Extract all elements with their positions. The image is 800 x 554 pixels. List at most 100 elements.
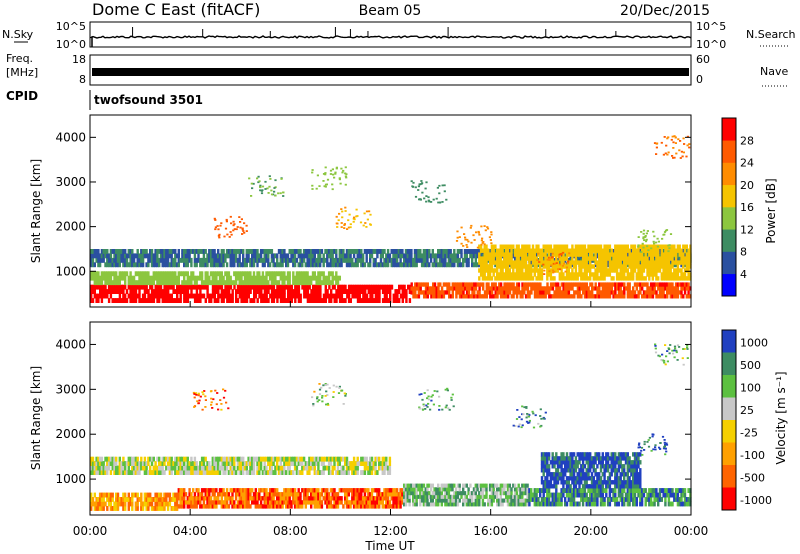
data-cell [351,293,354,299]
data-cell [100,470,104,475]
data-cell [324,275,327,281]
data-cell [492,256,495,261]
data-cell [417,257,420,263]
data-cell [170,262,173,268]
data-cell [513,248,517,253]
data-cell [234,492,238,497]
data-cell [122,461,125,466]
data-cell [463,249,467,254]
data-cell [657,282,660,287]
data-cell [649,260,653,265]
data-cell [594,244,597,249]
data-cell [662,249,665,254]
data-cell [306,249,309,254]
data-cell [195,461,198,466]
data-cell [188,496,191,501]
data-cell [501,272,504,277]
data-cell [360,284,363,290]
data-cell [549,276,553,281]
data-cell [263,461,266,466]
data-cell [686,144,689,147]
data-cell [352,492,356,497]
data-cell [245,280,248,286]
data-cell [531,268,535,273]
data-cell [345,176,348,179]
data-cell [247,284,250,290]
data-cell [127,293,130,299]
data-cell [374,289,378,294]
data-cell [421,282,424,287]
data-cell [177,461,180,466]
data-cell [460,253,463,259]
data-cell [236,275,240,281]
data-cell [254,500,257,505]
data-cell [118,298,122,303]
data-cell [215,456,218,462]
data-cell [444,257,447,263]
data-cell [630,272,633,277]
data-cell [125,298,129,303]
data-cell [666,276,669,281]
data-cell [293,262,297,268]
data-cell [261,298,265,303]
data-cell [267,192,270,194]
data-cell [603,272,606,277]
data-cell [141,506,145,511]
data-cell [141,284,145,290]
data-cell [658,256,662,261]
data-cell [295,284,299,290]
data-cell [165,257,168,263]
data-cell [617,256,621,261]
data-cell [657,268,660,273]
data-cell [331,284,335,290]
data-cell [569,282,572,287]
data-cell [576,244,579,249]
data-cell [553,260,556,265]
data-cell [227,275,231,281]
data-cell [363,500,367,505]
data-cell [206,492,209,497]
data-cell [590,256,594,261]
data-cell [345,257,349,263]
data-cell [465,294,469,299]
data-cell [100,253,104,259]
data-cell [174,501,177,507]
data-cell [192,249,195,254]
data-cell [215,470,218,475]
data-cell [124,461,127,466]
data-cell [183,257,186,263]
data-cell [167,298,170,303]
data-cell [549,268,553,273]
data-cell [487,282,490,287]
data-cell [319,253,322,259]
data-cell [453,249,456,254]
data-cell [97,275,100,281]
data-cell [540,256,544,261]
data-cell [279,192,282,195]
data-cell [225,465,229,471]
data-cell [285,504,288,509]
data-cell [564,256,567,261]
data-cell [562,256,565,261]
data-cell [463,257,467,263]
data-cell [304,253,307,259]
data-cell [245,253,248,259]
data-cell [252,456,256,462]
data-cell [322,180,325,182]
data-cell [408,249,411,254]
data-cell [195,249,198,254]
data-cell [290,488,293,493]
data-cell [598,286,601,291]
data-cell [303,293,306,299]
data-cell [608,252,612,257]
data-cell [379,262,383,268]
data-cell [619,244,622,249]
data-cell [578,294,581,299]
data-cell [145,506,148,511]
colorbar-tick-label: 20 [740,179,754,192]
data-cell [310,298,313,303]
data-cell [240,492,243,497]
data-cell [476,262,479,268]
data-cell [371,284,374,290]
